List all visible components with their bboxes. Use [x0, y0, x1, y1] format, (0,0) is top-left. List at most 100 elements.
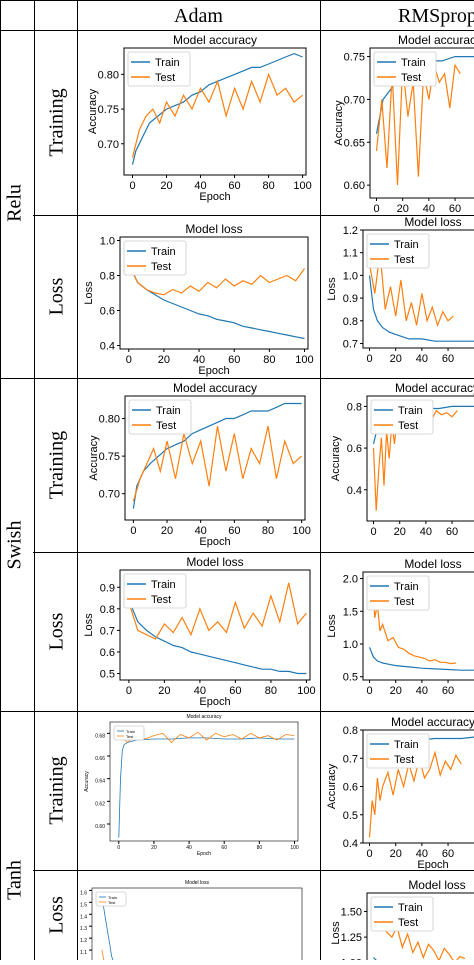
y-tick-label: 2.0	[343, 574, 358, 586]
x-tick-label: 40	[416, 685, 428, 697]
legend-label-train: Train	[394, 239, 419, 251]
row-sublabel-training: Training	[46, 756, 68, 824]
y-tick-label: 0.66	[95, 756, 105, 762]
y-tick-label: 0.8	[347, 401, 362, 413]
x-tick-label: 100	[290, 845, 299, 851]
y-tick-label: 0.6	[100, 306, 115, 318]
y-tick-label: 0.64	[95, 779, 105, 785]
legend-label-train: Train	[394, 739, 419, 751]
x-tick-label: 0	[366, 353, 372, 365]
chart-title: Model accuracy	[173, 33, 257, 47]
x-tick-label: 100	[297, 685, 315, 697]
x-tick-label: 80	[265, 685, 277, 697]
y-tick-label: 0.8	[343, 316, 358, 328]
x-tick-label: 60	[446, 526, 458, 538]
x-tick-label: 60	[229, 685, 241, 697]
row-sublabel-training: Training	[46, 431, 68, 499]
x-tick-label: 20	[397, 203, 409, 215]
x-tick-label: 60	[449, 203, 461, 215]
y-axis-label: Loss	[330, 921, 342, 945]
y-tick-label: 1.5	[343, 606, 358, 618]
legend-label-train: Train	[398, 405, 423, 417]
chart-title: Model accuracy	[173, 381, 257, 395]
legend-label-test: Test	[394, 254, 414, 266]
y-tick-label: 0.7	[343, 338, 358, 350]
x-tick-label: 40	[416, 353, 428, 365]
y-tick-label: 0.5	[343, 810, 358, 822]
y-axis-label: Loss	[83, 281, 95, 305]
y-tick-label: 0.4	[347, 485, 362, 497]
row-sublabel-loss: Loss	[46, 277, 68, 315]
y-tick-label: 1.2	[80, 938, 87, 944]
x-tick-label: 0	[373, 203, 379, 215]
legend-label-train: Train	[151, 579, 176, 591]
legend-label-train: Train	[151, 246, 176, 258]
y-tick-label: 0.75	[344, 52, 365, 64]
x-tick-label: 0	[129, 180, 135, 192]
column-header-rmsprop: RMSprop	[398, 5, 474, 27]
label-column-bg	[1, 31, 33, 959]
y-tick-label: 1.5	[80, 902, 87, 908]
y-tick-label: 1.3	[80, 926, 87, 932]
x-tick-label: 60	[221, 845, 227, 851]
series-line-train	[129, 600, 307, 673]
series-group	[119, 732, 295, 837]
chart-title: Model loss	[408, 878, 465, 892]
x-tick-label: 60	[228, 354, 240, 366]
x-tick-label: 0	[126, 354, 132, 366]
row-group-label-swish: Swish	[4, 521, 26, 570]
y-tick-label: 0.62	[95, 801, 105, 807]
y-tick-label: 0.75	[99, 451, 120, 463]
series-line-test	[133, 426, 301, 501]
chart-title: Model accuracy	[391, 715, 474, 729]
x-tick-label: 20	[161, 525, 173, 537]
x-tick-label: 20	[158, 354, 170, 366]
y-tick-label: 0.60	[344, 180, 365, 192]
y-tick-label: 0.4	[343, 838, 358, 850]
y-tick-label: 0.7	[343, 753, 358, 765]
x-tick-label: 80	[262, 525, 274, 537]
y-tick-label: 0.70	[344, 94, 365, 106]
row-sublabel-loss: Loss	[46, 612, 68, 650]
x-axis-label: Epoch	[199, 191, 230, 203]
row-sublabel-training: Training	[46, 88, 68, 156]
x-tick-label: 0	[117, 845, 120, 851]
y-axis-label: Loss	[326, 614, 338, 638]
y-axis-label: Accuracy	[333, 100, 345, 146]
y-tick-label: 0.5	[343, 672, 358, 684]
x-tick-label: 20	[394, 526, 406, 538]
x-axis-label: Epoch	[199, 696, 230, 708]
legend-label-test: Test	[398, 917, 418, 929]
x-tick-label: 100	[295, 354, 313, 366]
x-tick-label: 20	[160, 180, 172, 192]
x-tick-label: 40	[420, 526, 432, 538]
x-tick-label: 100	[293, 180, 311, 192]
y-tick-label: 0.6	[347, 443, 362, 455]
y-tick-label: 1.2	[343, 225, 358, 237]
x-tick-label: 20	[390, 685, 402, 697]
legend-label-test: Test	[394, 754, 414, 766]
x-tick-label: 20	[390, 353, 402, 365]
legend-label-test: Test	[401, 72, 421, 84]
y-tick-label: 0.9	[343, 293, 358, 305]
y-tick-label: 0.8	[343, 725, 358, 737]
row-sublabel-loss: Loss	[46, 896, 68, 934]
legend-label-train: Train	[155, 57, 180, 69]
y-axis-label: Accuracy	[84, 771, 90, 792]
y-tick-label: 0.80	[98, 69, 119, 81]
y-axis-label: Loss	[326, 277, 338, 301]
y-tick-label: 0.4	[100, 341, 115, 353]
y-tick-label: 0.65	[344, 137, 365, 149]
series-line-train	[370, 647, 474, 670]
legend-label-test: Test	[398, 420, 418, 432]
legend-label-train: Train	[401, 57, 426, 69]
x-tick-label: 0	[126, 685, 132, 697]
legend-label-test: Test	[155, 72, 175, 84]
x-tick-label: 0	[366, 848, 372, 860]
